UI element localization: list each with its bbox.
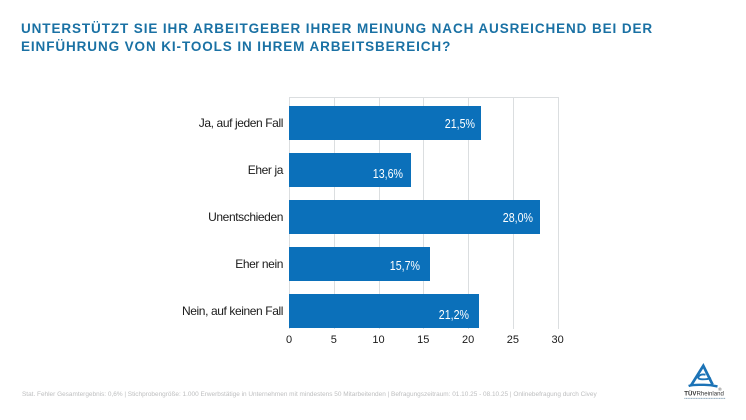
svg-text:TÜVRheinland: TÜVRheinland [684, 390, 724, 397]
svg-text:®: ® [718, 386, 722, 392]
